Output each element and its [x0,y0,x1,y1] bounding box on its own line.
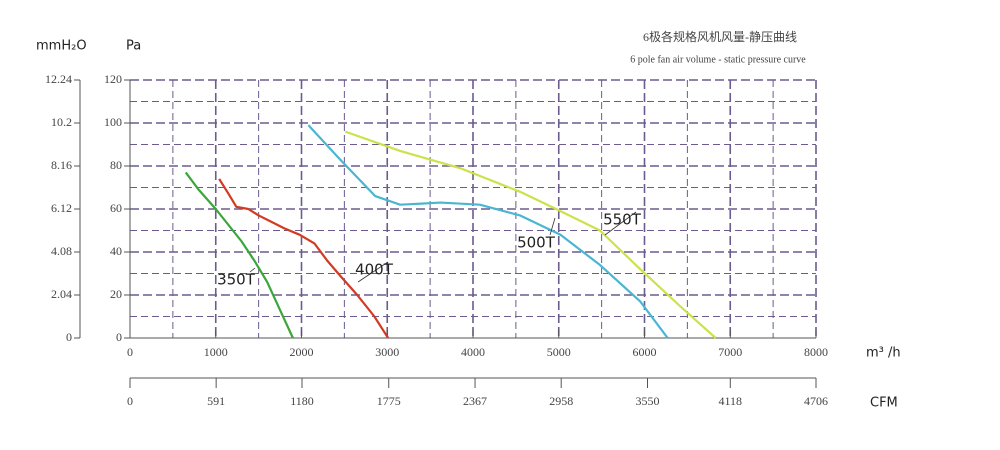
x2-tick-label: 3550 [635,394,659,408]
y2-tick-label: 0 [66,330,72,344]
x-tick-label: 2000 [290,345,314,359]
x2-tick-label: 0 [127,394,133,408]
label-leader [604,211,637,236]
label-leader [357,261,389,283]
chart-subtitle: 6 pole fan air volume - static pressure … [630,54,806,65]
x2-tick-label: 591 [207,394,225,408]
y-tick-label: 0 [116,330,122,344]
chart-title: 6极各规格风机风量-静压曲线 [643,29,797,44]
y-tick-label: 60 [110,201,122,215]
y-tick-label: 120 [104,72,122,86]
x-tick-label: 6000 [633,345,657,359]
label-leader [249,267,256,273]
y2-tick-label: 12.24 [45,72,72,86]
y-axis-label: Pa [126,39,141,54]
series-label: 500T [517,234,556,252]
x2-tick-label: 4706 [804,394,828,408]
x-tick-label: 7000 [718,345,742,359]
series-label: 400T [355,261,394,279]
x-tick-label: 1000 [204,345,228,359]
x-tick-label: 0 [127,345,133,359]
x2-tick-label: 1775 [377,394,401,408]
x-tick-label: 5000 [547,345,571,359]
x2-tick-label: 1180 [290,394,314,408]
x2-tick-label: 4118 [719,394,743,408]
y2-tick-label: 4.08 [51,244,72,258]
x-axis-label: m³ /h [866,346,901,361]
series-label: 350T [217,271,256,289]
y-tick-label: 100 [104,115,122,129]
y2-tick-label: 8.16 [51,158,72,172]
y2-tick-label: 10.2 [51,115,72,129]
y2-tick-label: 2.04 [51,287,72,301]
x2-axis-label: CFM [870,396,898,411]
x-tick-label: 3000 [375,345,399,359]
label-leader [549,217,556,236]
y2-tick-label: 6.12 [51,201,72,215]
y-tick-label: 20 [110,287,122,301]
series-line [307,124,669,339]
y2-axis-label: mmH₂O [36,39,87,54]
x2-tick-label: 2958 [549,394,573,408]
x2-tick-label: 2367 [463,394,487,408]
series-line [184,171,294,339]
y-tick-label: 40 [110,244,122,258]
x-tick-label: 4000 [461,345,485,359]
y-tick-label: 80 [110,158,122,172]
series-label: 550T [603,211,642,229]
series-line [344,130,717,339]
x-tick-label: 8000 [804,345,828,359]
series-line [218,178,390,339]
